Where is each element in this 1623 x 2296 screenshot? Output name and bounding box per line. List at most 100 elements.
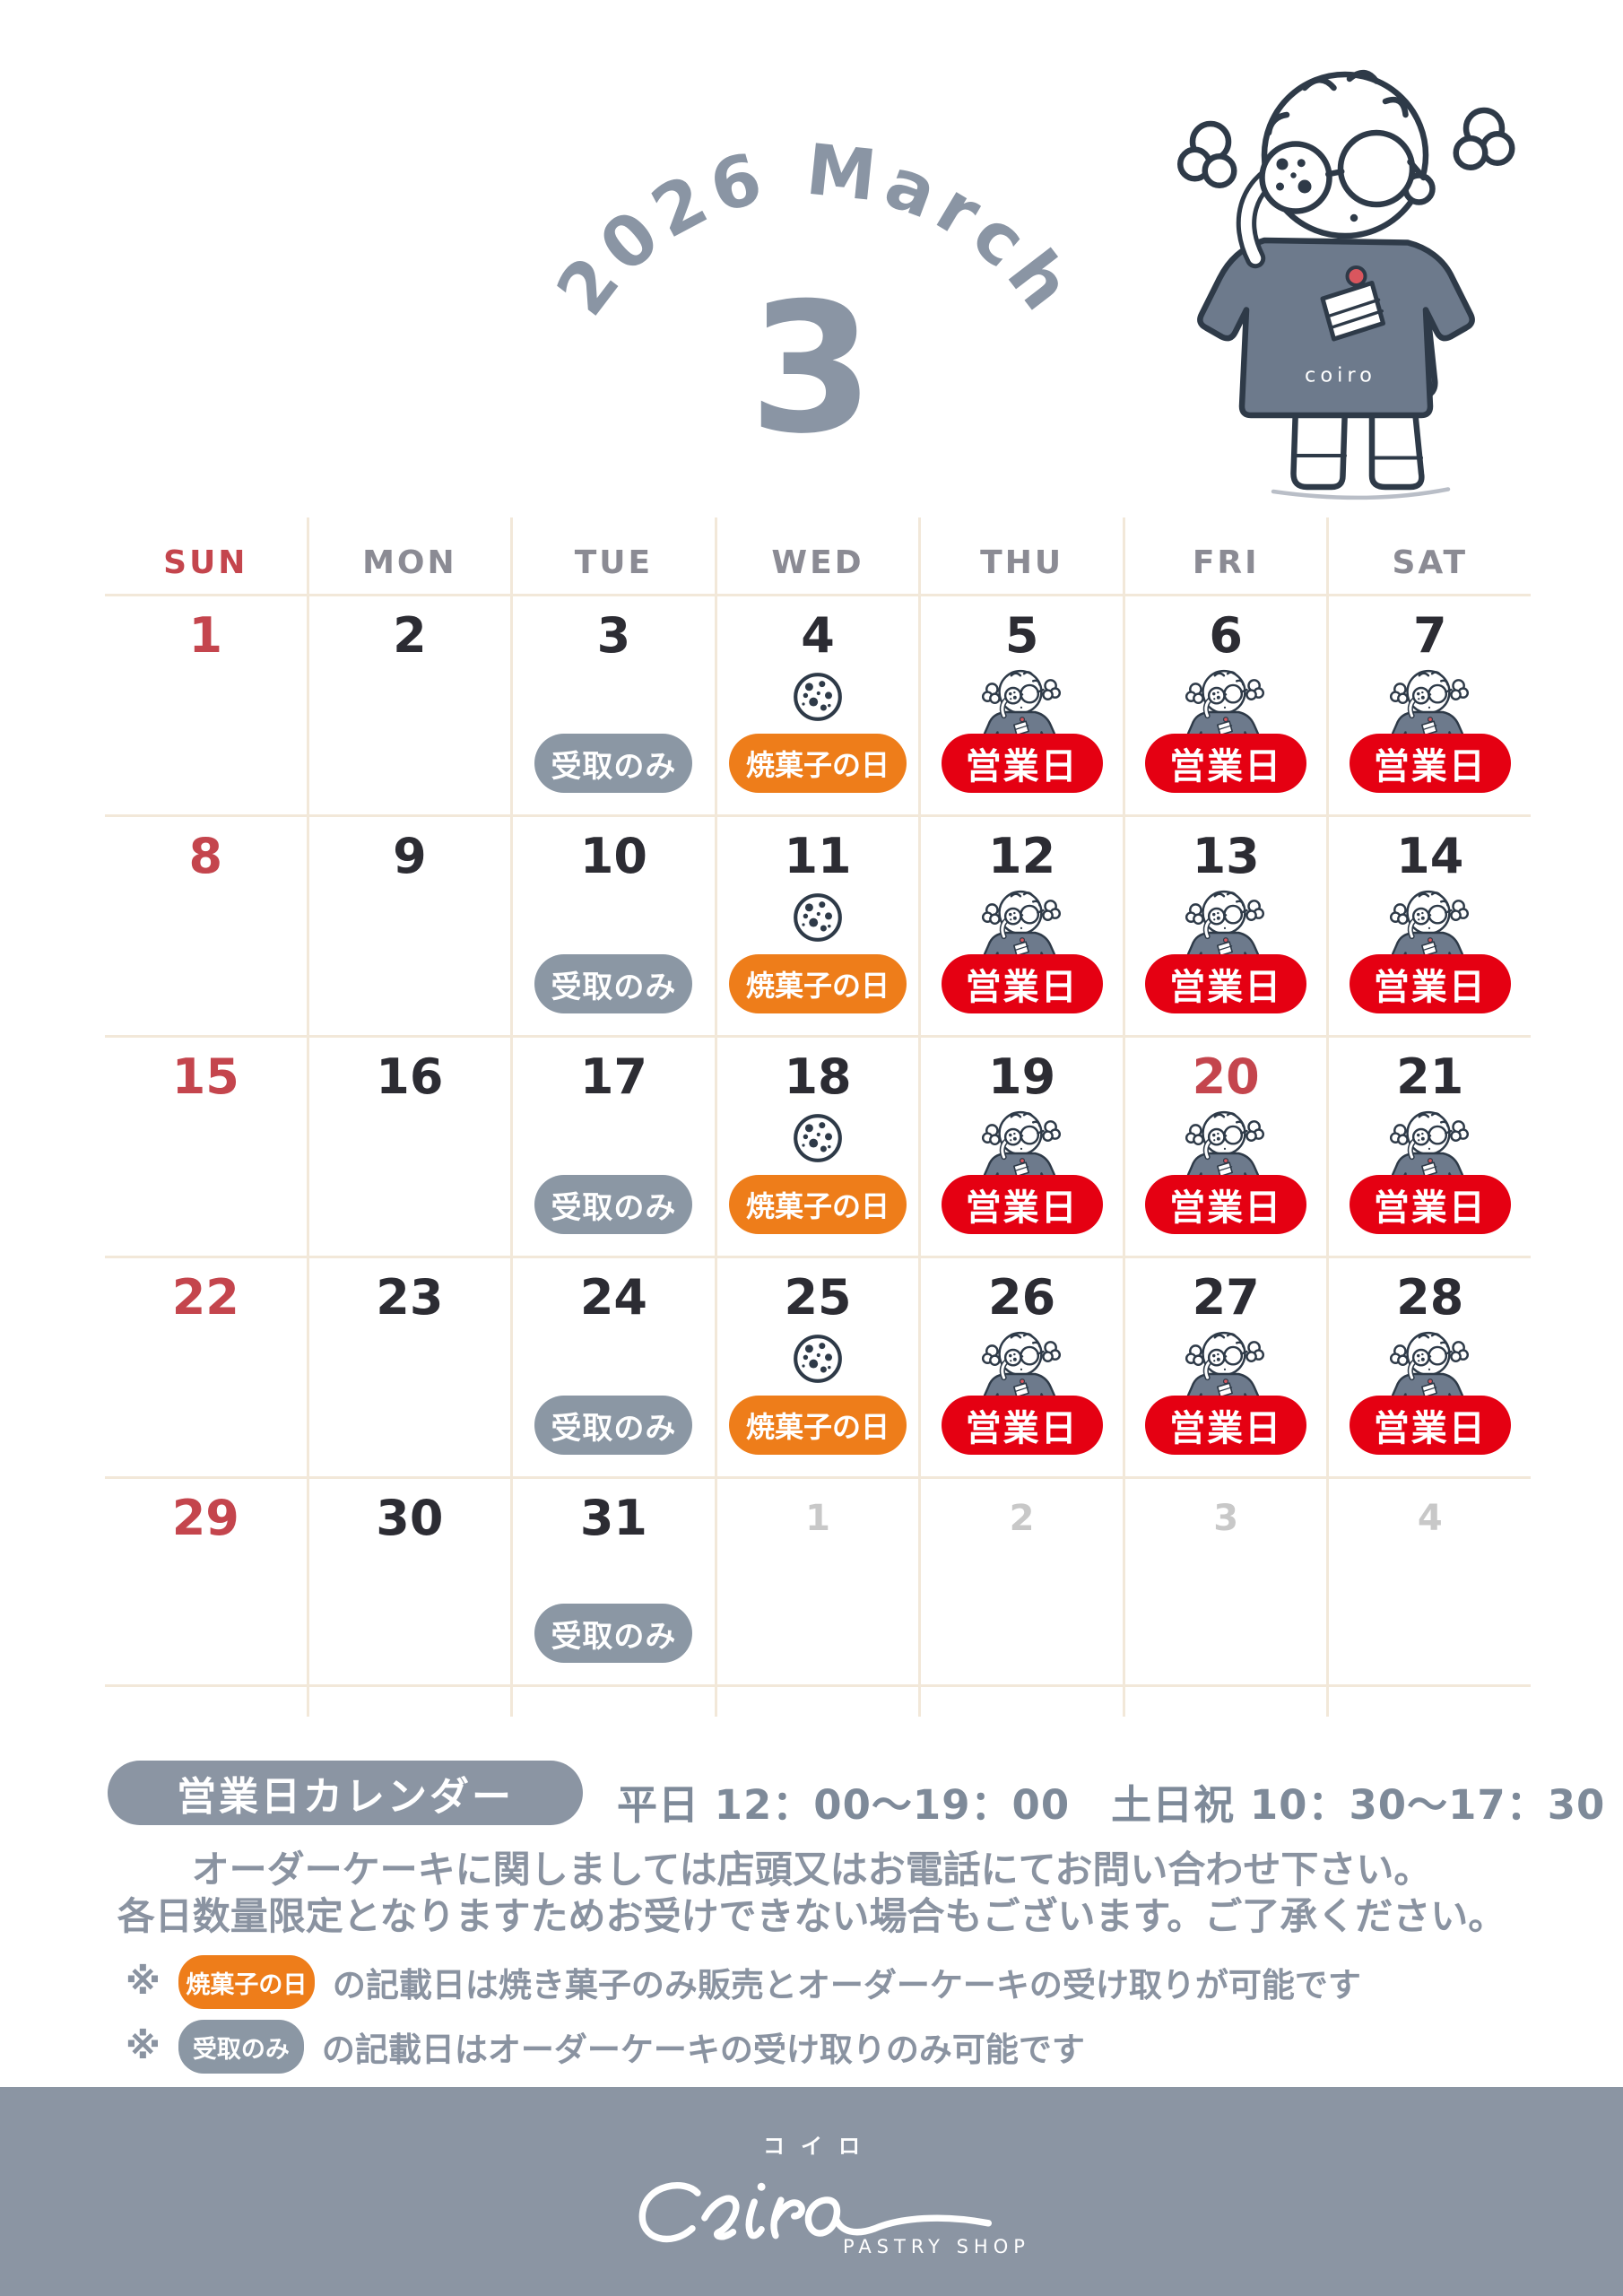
calendar-week-row: 29 30 31 受取のみ 1 2 3 4: [105, 1476, 1532, 1684]
calendar-cell: 30: [308, 1476, 514, 1684]
date-number: 30: [376, 1490, 444, 1546]
order-note-line2: 各日数量限定となりますためお受けできない場合もございます。ご了承ください。: [117, 1894, 1506, 1938]
weekday-header-sat: SAT: [1329, 517, 1531, 594]
calendar-stub-cell: [308, 1684, 514, 1717]
date-number: 7: [1412, 607, 1447, 664]
calendar-cell: 6 coiro 営業日: [1124, 594, 1330, 814]
pickup-day-badge: 受取のみ: [534, 954, 693, 1013]
pickup-note-text: の記載日はオーダーケーキの受け取りのみ可能です: [321, 2031, 1085, 2069]
calendar-stub-cell: [1124, 1684, 1330, 1717]
weekday-header-wed: WED: [717, 517, 922, 594]
pickup-day-badge: 受取のみ: [534, 1604, 693, 1663]
calendar-cell: 29: [105, 1476, 309, 1684]
open-day-badge: 営業日: [941, 734, 1103, 793]
calendar-cell: 10 受取のみ: [513, 814, 717, 1035]
open-day-badge: 営業日: [941, 1175, 1103, 1234]
calendar-cell: 4: [1329, 1476, 1532, 1684]
calendar-week-row: 15 16 17 受取のみ 18 焼菓子の日 19: [105, 1035, 1532, 1256]
open-day-badge: 営業日: [1349, 734, 1511, 793]
date-number: 20: [1192, 1048, 1260, 1105]
date-number: 18: [784, 1048, 852, 1105]
calendar-cell: 11 焼菓子の日: [716, 814, 922, 1035]
pickup-day-badge: 受取のみ: [534, 1175, 693, 1234]
date-number: 22: [171, 1269, 239, 1326]
date-number: 17: [579, 1048, 648, 1105]
cookie-icon: [794, 893, 842, 942]
calendar-cell: 2: [308, 594, 514, 814]
weekday-label: FRI: [1192, 544, 1260, 581]
date-number: 13: [1192, 828, 1260, 884]
open-day-badge: 営業日: [1145, 734, 1307, 793]
pickup-day-badge: 受取のみ: [534, 734, 693, 793]
cookie-icon: [794, 1335, 842, 1383]
calendar-cell: 1: [716, 1476, 922, 1684]
date-number: 6: [1209, 607, 1243, 664]
calendar-cell: 22: [105, 1256, 309, 1476]
pickup-only-note: ※ 受取のみ の記載日はオーダーケーキの受け取りのみ可能です: [126, 2020, 1085, 2074]
footer-brand-band: コイロ PASTRY SHOP: [0, 2087, 1623, 2296]
date-number: 24: [579, 1269, 648, 1326]
date-number: 28: [1396, 1269, 1464, 1326]
weekday-header-row: SUN MON TUE WED THU FRI SAT: [105, 517, 1531, 594]
calendar-week-row: 1 2 3 受取のみ 4 焼菓子の日 5: [105, 594, 1532, 814]
date-number: 27: [1192, 1269, 1260, 1326]
calendar-cell: 21 coiro 営業日: [1329, 1035, 1532, 1256]
mascot-shirt-text: coiro: [1305, 364, 1376, 387]
weekday-label: TUE: [574, 544, 654, 581]
calendar-cell: 16: [308, 1035, 514, 1256]
order-note-line1: オーダーケーキに関しましては店頭又はお電話にてお問い合わせ下さい。: [191, 1848, 1432, 1892]
note-mark: ※: [126, 1961, 161, 2003]
date-number: 1: [188, 607, 223, 664]
pickup-only-badge-small: 受取のみ: [178, 2020, 304, 2074]
date-number: 3: [1213, 1498, 1239, 1539]
calendar-cell: 23: [308, 1256, 514, 1476]
business-hours: 平日 12：00〜19：00 土日祝 10：30〜17：30: [617, 1781, 1606, 1829]
open-day-badge: 営業日: [1145, 954, 1307, 1013]
cookie-icon: [794, 673, 842, 721]
weekday-header-mon: MON: [309, 517, 514, 594]
weekday-label: SUN: [163, 544, 248, 581]
date-number: 1: [805, 1498, 830, 1539]
weekday-header-thu: THU: [921, 517, 1125, 594]
date-number: 26: [988, 1269, 1056, 1326]
open-day-badge: 営業日: [941, 1396, 1103, 1455]
calendar-cell: 2: [921, 1476, 1125, 1684]
date-number: 4: [1417, 1498, 1443, 1539]
cookie-icon: [794, 1114, 842, 1162]
date-number: 11: [784, 828, 852, 884]
calendar-cell: 8: [105, 814, 309, 1035]
calendar-cell: 14 coiro 営業日: [1329, 814, 1532, 1035]
month-number: 3: [749, 265, 874, 474]
calendar-cell: 27 coiro 営業日: [1124, 1256, 1330, 1476]
date-number: 29: [171, 1490, 239, 1546]
weekday-label: THU: [980, 544, 1064, 581]
open-day-badge: 営業日: [941, 954, 1103, 1013]
calendar-week-row: 22 23 24 受取のみ 25 焼菓子の日 26: [105, 1256, 1532, 1476]
page-title-arc: 2026 March: [542, 130, 1082, 331]
note-mark: ※: [126, 2026, 161, 2067]
open-day-badge: 営業日: [1145, 1175, 1307, 1234]
brand-katakana: コイロ: [763, 2134, 876, 2159]
calendar-cell: 12 coiro 営業日: [921, 814, 1125, 1035]
date-number: 2: [393, 607, 427, 664]
date-number: 21: [1396, 1048, 1464, 1105]
date-number: 3: [596, 607, 631, 664]
calendar-cell: 13 coiro 営業日: [1124, 814, 1330, 1035]
open-day-badge: 営業日: [1349, 1175, 1511, 1234]
date-number: 10: [579, 828, 648, 884]
brand-subtitle: PASTRY SHOP: [843, 2236, 1030, 2257]
weekday-header-sun: SUN: [105, 517, 309, 594]
open-day-badge: 営業日: [1349, 954, 1511, 1013]
weekday-header-fri: FRI: [1125, 517, 1330, 594]
calendar-stub-row: [105, 1684, 1532, 1717]
calendar-cell: 26 coiro 営業日: [921, 1256, 1125, 1476]
pickup-day-badge: 受取のみ: [534, 1396, 693, 1455]
calendar-cell: 3 受取のみ: [513, 594, 717, 814]
calendar-cell: 4 焼菓子の日: [716, 594, 922, 814]
calendar-cell: 7 coiro 営業日: [1329, 594, 1532, 814]
calendar-week-row: 8 9 10 受取のみ 11 焼菓子の日 12: [105, 814, 1532, 1035]
date-number: 16: [376, 1048, 444, 1105]
open-day-badge: 営業日: [1349, 1396, 1511, 1455]
calendar-cell: 31 受取のみ: [513, 1476, 717, 1684]
weekday-label: WED: [771, 544, 864, 581]
